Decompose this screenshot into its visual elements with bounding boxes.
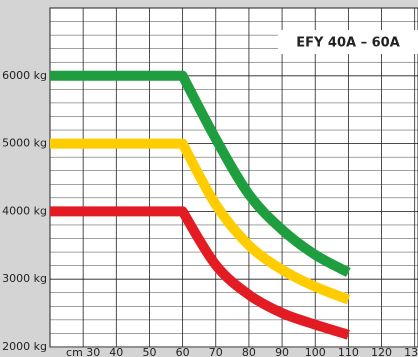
- x-tick-label: 100: [305, 346, 326, 357]
- y-tick-label: 5000 kg: [2, 137, 47, 150]
- y-tick-label: 2000 kg: [2, 340, 47, 353]
- x-tick-label: 110: [338, 346, 359, 357]
- load-curve: [50, 70, 351, 277]
- y-tick-label: 6000 kg: [2, 69, 47, 82]
- load-curve: [50, 138, 351, 305]
- y-tick-label: 4000 kg: [2, 204, 47, 217]
- x-tick-label: 90: [275, 346, 289, 357]
- x-tick-label: 70: [209, 346, 223, 357]
- plot-border: [49, 7, 418, 348]
- x-tick-label: 40: [109, 346, 123, 357]
- x-tick-label: 50: [142, 346, 156, 357]
- x-tick-label: 130: [404, 346, 418, 357]
- load-curve: [50, 206, 350, 340]
- x-tick-label: 80: [242, 346, 256, 357]
- x-tick-label: cm 30: [66, 346, 100, 357]
- annotation: EFY 40A – 60A: [296, 36, 400, 51]
- x-tick-label: 60: [176, 346, 190, 357]
- x-tick-label: 120: [371, 346, 392, 357]
- y-tick-label: 3000 kg: [2, 272, 47, 285]
- annotation-box: [278, 30, 418, 54]
